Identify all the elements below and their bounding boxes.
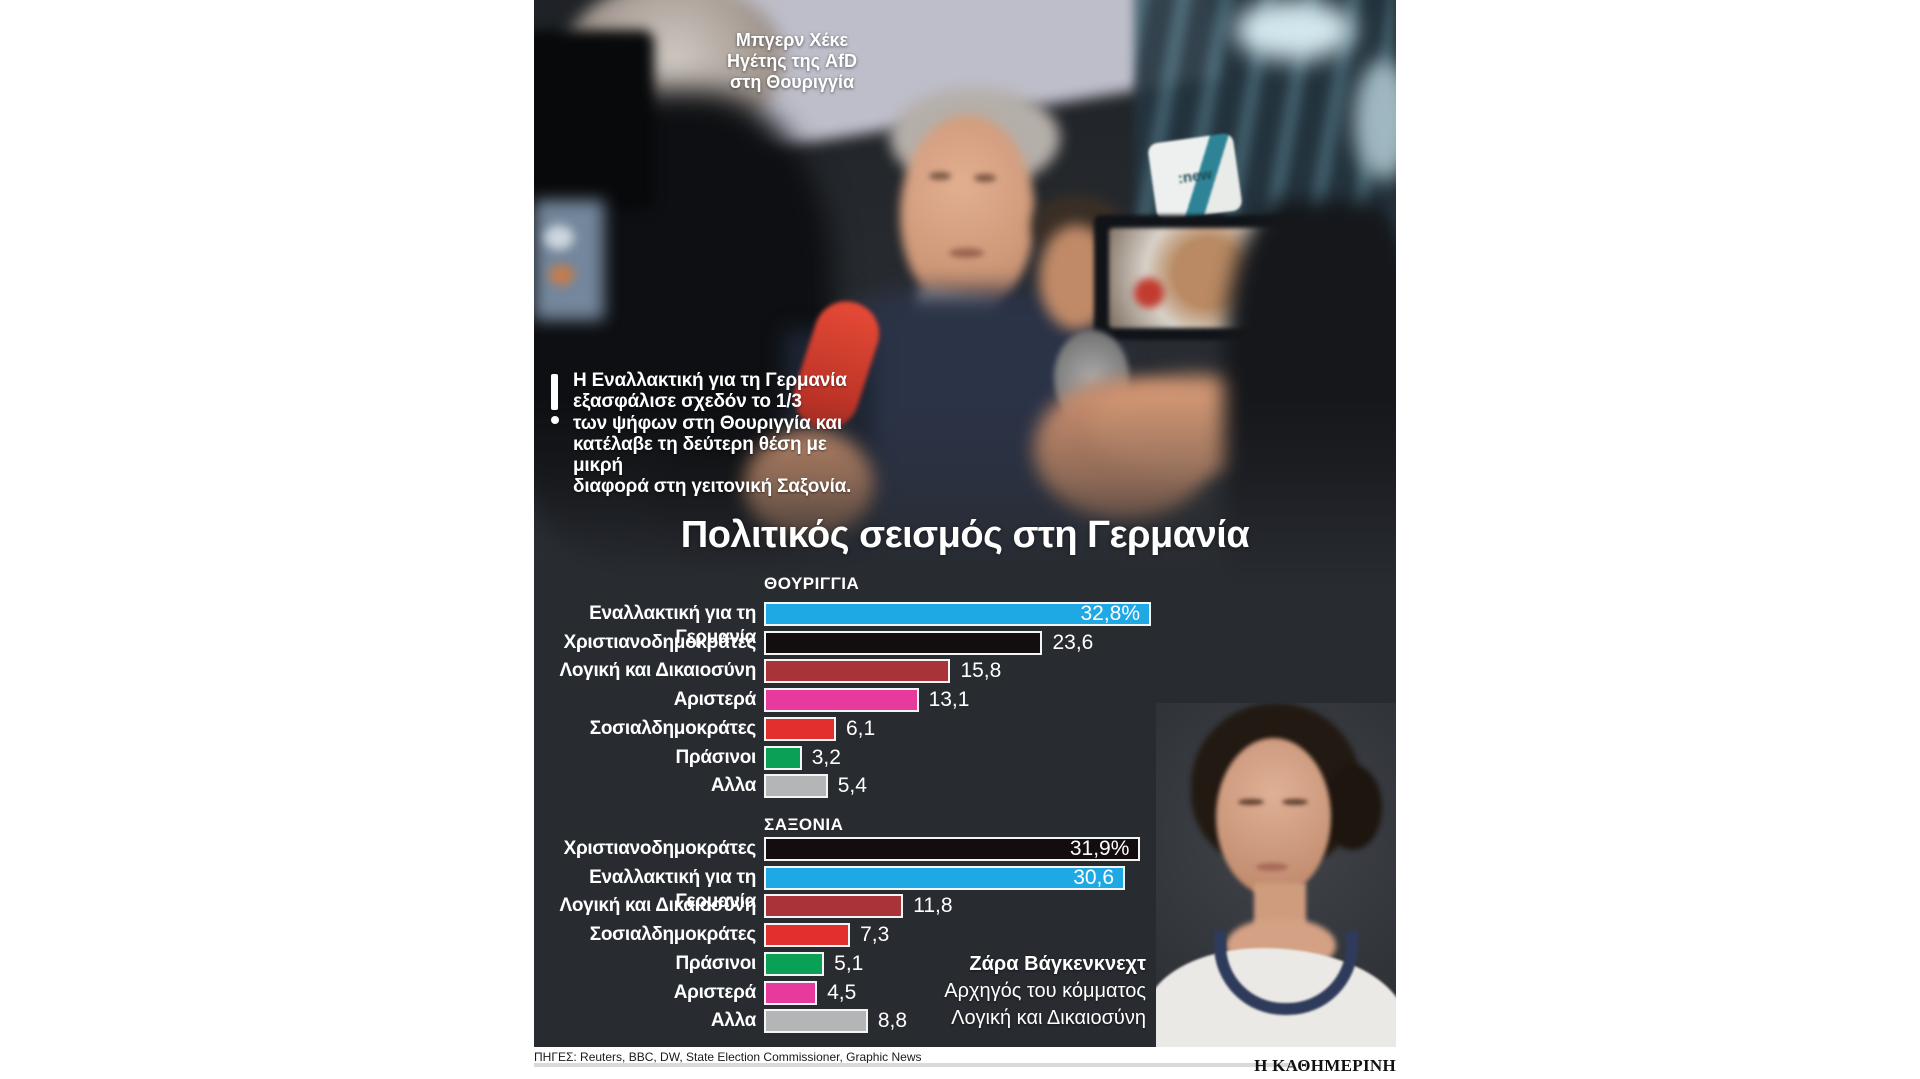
bystander-hair xyxy=(1032,195,1122,255)
party-label: Αριστερά xyxy=(673,689,757,711)
annotation-text: Η Εναλλακτική για τη Γερμανία εξασφάλισε… xyxy=(573,370,852,498)
bar-row: 13,1 Αριστερά xyxy=(534,688,1396,713)
camera-lcd-left xyxy=(534,200,604,320)
wagenknecht-caption: Ζάρα Βάγκενκνεχτ Αρχηγός του κόμματος Λο… xyxy=(846,951,1146,1032)
furry-mic xyxy=(1054,330,1129,425)
value-bar xyxy=(764,951,825,976)
hocke-caption-line: στη Θουριγγία xyxy=(729,72,855,92)
party-label: Αριστερά xyxy=(673,981,757,1003)
party-label: Σοσιαλδημοκράτες xyxy=(589,924,757,946)
infographic: :new Μπγερν Χέκε Ηγέτης της AfD xyxy=(534,0,1396,1047)
camera-screen-right xyxy=(1109,228,1289,328)
value-label: 31,9% xyxy=(1069,837,1130,860)
party-label: Πράσινοι xyxy=(675,952,757,974)
wagenknecht-name: Ζάρα Βάγκενκνεχτ xyxy=(969,953,1146,975)
value-bar xyxy=(764,894,904,919)
bar-row: Εναλλακτική για τη Γερμανία 30,6 xyxy=(534,865,1396,912)
value-bar: 30,6 xyxy=(764,865,1126,890)
value-label: 7,3 xyxy=(860,923,890,947)
value-label: 15,8 xyxy=(960,659,1002,683)
chart-header-thuringia: ΘΟΥΡΙΓΓΙΑ xyxy=(764,574,860,593)
party-label: Σοσιαλδημοκράτες xyxy=(589,717,757,739)
wagenknecht-party: Λογική και Δικαιοσύνη xyxy=(951,1007,1146,1029)
party-label: Εναλλακτική για τη Γερμανία xyxy=(589,866,756,912)
value-label: 3,2 xyxy=(811,745,841,769)
value-bar xyxy=(764,774,828,799)
value-bar xyxy=(764,923,851,948)
bar-row: 11,8 Λογική και Δικαιοσύνη xyxy=(534,894,1396,919)
party-label: Αλλα xyxy=(710,1010,756,1032)
screen-red-spot xyxy=(1134,278,1164,308)
annotation-block: Η Εναλλακτική για τη Γερμανία εξασφάλισε… xyxy=(548,370,863,498)
value-label: 6,1 xyxy=(845,716,876,740)
party-label: Αλλα xyxy=(710,775,756,797)
news-mic-label: :new xyxy=(1176,165,1214,188)
photographer-camera xyxy=(534,30,654,210)
scaffolding-texture xyxy=(1134,0,1396,270)
party-label: Πράσινοι xyxy=(675,746,757,768)
brand-logo: Η ΚΑΘΗΜΕΡΙΝΗ xyxy=(1254,1056,1396,1075)
value-bar: 32,8% xyxy=(764,602,1152,626)
lcd-spot xyxy=(549,265,574,285)
chart-header-saxony: ΣΑΞΟΝΙΑ xyxy=(764,815,844,834)
hocke-mouth xyxy=(949,248,984,258)
lcd-spot xyxy=(544,225,574,250)
hocke-shirt xyxy=(900,290,998,430)
photographer-body xyxy=(534,90,834,570)
footer-rule xyxy=(534,1063,1292,1067)
wagenknecht-role: Αρχηγός του κόμματος xyxy=(944,980,1146,1002)
value-bar: 31,9% xyxy=(764,837,1141,861)
party-label: Λογική και Δικαιοσύνη xyxy=(559,895,757,917)
camera-body-right xyxy=(1094,215,1304,340)
value-bar xyxy=(764,716,836,741)
sw-brow xyxy=(1238,799,1264,805)
hocke-eye xyxy=(929,172,951,180)
value-label: 23,6 xyxy=(1052,630,1094,654)
hocke-hair xyxy=(890,88,1060,188)
value-bar xyxy=(764,630,1043,655)
value-label: 30,6 xyxy=(1073,865,1115,889)
bar-row: 5,4 Αλλα xyxy=(534,774,1396,799)
value-label: 11,8 xyxy=(913,894,953,918)
sw-brow xyxy=(1282,799,1308,805)
hocke-face xyxy=(900,115,1035,315)
hocke-caption-line: Μπγερν Χέκε xyxy=(735,30,849,50)
bar-row: 3,2 Πράσινοι xyxy=(534,745,1396,770)
bar-row: 7,3 Σοσιαλδημοκράτες xyxy=(534,923,1396,948)
news-mic-cube: :new xyxy=(1146,132,1244,222)
bar-row: Χριστιανοδημοκράτες 31,9% xyxy=(534,837,1396,861)
hocke-caption-line: Ηγέτης της AfD xyxy=(727,51,857,71)
value-bar xyxy=(764,980,818,1005)
value-label: 32,8% xyxy=(1080,602,1141,625)
sources-line: ΠΗΓΕΣ: Reuters, BBC, DW, State Election … xyxy=(534,1050,922,1064)
value-label: 5,4 xyxy=(837,774,867,798)
party-label: Εναλλακτική για τη Γερμανία xyxy=(589,603,756,648)
value-bar xyxy=(764,688,919,713)
bystander-face xyxy=(1039,225,1114,330)
bar-row: 23,6 Χριστιανοδημοκράτες xyxy=(534,630,1396,655)
party-label: Λογική και Δικαιοσύνη xyxy=(559,660,757,682)
hocke-tie xyxy=(908,321,1011,529)
value-label: 13,1 xyxy=(928,688,970,712)
value-bar xyxy=(764,659,951,684)
hand-blob xyxy=(1034,380,1214,520)
party-label: Χριστιανοδημοκράτες xyxy=(563,838,757,859)
page-title: Πολιτικός σεισμός στη Γερμανία xyxy=(680,514,1250,556)
party-label: Χριστιανοδημοκράτες xyxy=(563,631,757,653)
hand-blob xyxy=(1090,375,1300,475)
bar-row: Εναλλακτική για τη Γερμανία 32,8% xyxy=(534,602,1396,648)
sky-spot xyxy=(1354,60,1396,180)
sky-spot xyxy=(1234,0,1354,60)
bar-row: 6,1 Σοσιαλδημοκράτες xyxy=(534,716,1396,741)
value-bar xyxy=(764,745,802,770)
hocke-eye xyxy=(974,174,996,182)
hocke-caption: Μπγερν Χέκε Ηγέτης της AfD στη Θουριγγία xyxy=(662,30,922,93)
bar-row: 15,8 Λογική και Δικαιοσύνη xyxy=(534,659,1396,684)
